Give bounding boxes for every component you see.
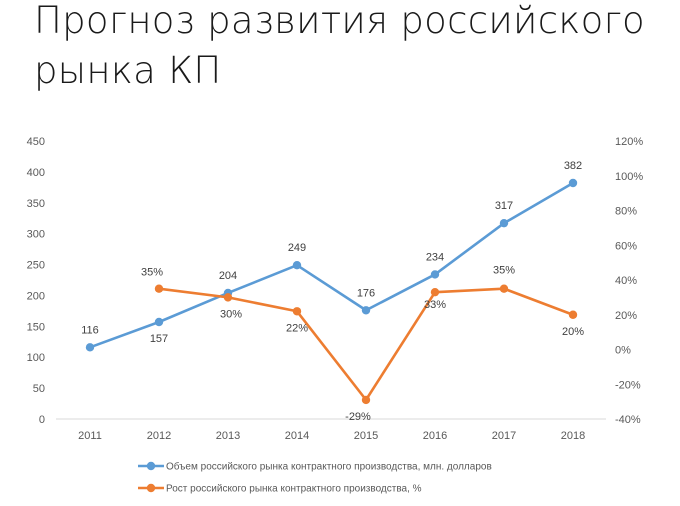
data-label: 157 [150,333,168,345]
x-tick-label: 2018 [561,430,585,442]
data-point [499,284,509,293]
data-point [568,178,578,188]
data-label: 33% [424,299,446,311]
series-points [85,178,578,405]
x-tick-label: 2015 [354,430,378,442]
right-tick-label: 80% [615,206,637,218]
data-label: 317 [495,200,513,212]
left-axis-ticks: 0 50 100 150 200 250 300 350 400 450 [27,136,45,426]
right-tick-label: 120% [615,136,643,148]
data-point [154,317,164,327]
series-line-2 [158,287,574,402]
data-label: 20% [562,326,584,338]
left-tick-label: 50 [33,383,45,395]
data-label: 382 [564,160,582,172]
x-axis-ticks: 2011 2012 2013 2014 2015 2016 2017 2018 [78,430,585,442]
data-point [499,218,509,228]
data-point [430,270,440,279]
series-data-labels: 116 157 204 249 176 234 317 382 35% 30% 22% -29% 33%… [81,160,584,423]
series-line-1 [89,181,574,349]
left-tick-label: 300 [27,229,45,241]
right-tick-label: 0% [615,345,631,357]
data-point [292,307,302,316]
data-label: 249 [288,242,306,254]
data-label: 176 [357,287,375,299]
legend-swatch-marker [146,483,156,493]
data-label: 30% [220,308,242,320]
data-label: 22% [286,322,308,334]
x-tick-label: 2012 [147,430,171,442]
x-tick-label: 2016 [423,430,447,442]
data-point [85,343,95,352]
legend-swatch-marker [146,461,156,471]
x-tick-label: 2014 [285,430,309,442]
data-label: 35% [141,267,163,279]
data-point [568,310,578,319]
data-point [292,260,302,270]
right-tick-label: 40% [615,275,637,287]
x-tick-label: 2011 [78,430,102,442]
left-tick-label: 100 [27,352,45,364]
data-label: -29% [345,411,371,423]
left-tick-label: 250 [27,260,45,272]
right-tick-label: -20% [615,379,641,391]
data-point [361,395,371,405]
left-tick-label: 150 [27,321,45,333]
data-point [361,306,371,315]
right-tick-label: 20% [615,310,637,322]
legend-entry: Рост российского рынка контрактного прои… [166,484,422,495]
legend-entry: Объем российского рынка контрактного про… [166,461,492,473]
data-label: 116 [81,324,99,336]
left-tick-label: 350 [27,198,45,210]
series-lines [89,181,574,402]
data-label: 234 [426,251,444,263]
right-tick-label: 100% [615,171,643,183]
left-tick-label: 450 [27,136,45,148]
data-point [430,287,440,297]
legend: Объем российского рынка контрактного про… [138,461,492,495]
right-tick-label: -40% [615,414,641,426]
left-tick-label: 200 [27,290,45,302]
right-axis-ticks: -40% -20% 0% 20% 40% 60% 80% 100% 120% [615,136,643,426]
x-tick-label: 2013 [216,430,240,442]
data-label: 35% [493,265,515,277]
data-label: 204 [219,270,237,282]
slide-title: Прогноз развития российского рынка КП [34,0,645,92]
right-tick-label: 60% [615,240,637,252]
data-point [154,284,164,293]
x-tick-label: 2017 [492,430,516,442]
left-tick-label: 0 [39,414,45,426]
data-point [223,293,233,302]
left-tick-label: 400 [27,167,45,179]
